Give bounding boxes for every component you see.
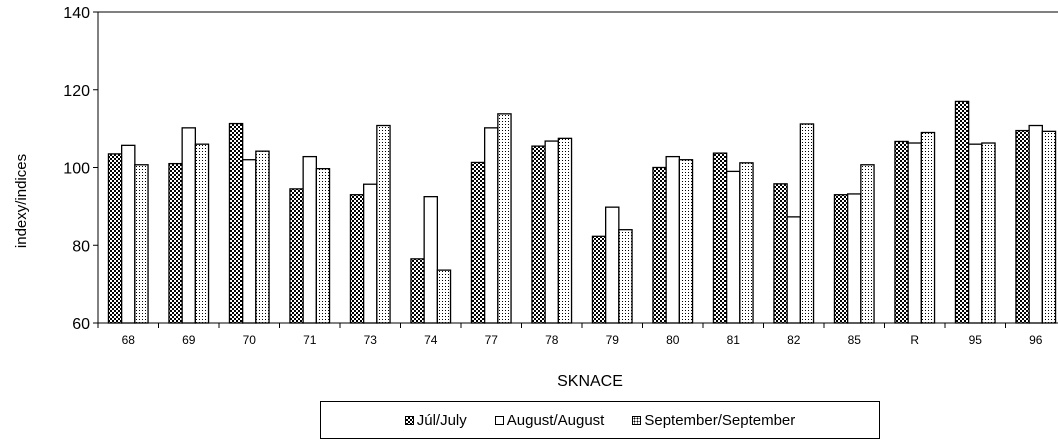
x-tick-label-81: 81	[727, 333, 741, 347]
bar-august-74	[423, 196, 438, 324]
x-tick-label-69: 69	[182, 333, 196, 347]
bar-july-R	[894, 140, 909, 324]
bar-august-68	[121, 144, 136, 324]
x-tick-label-68: 68	[122, 333, 136, 347]
bar-july-81	[712, 152, 728, 324]
x-tick-label-95: 95	[969, 333, 983, 347]
bar-july-71	[289, 188, 304, 324]
y-axis-label: indexy/indices	[13, 154, 30, 248]
x-tick-label-71: 71	[303, 333, 317, 347]
bar-august-70	[241, 159, 257, 324]
x-tick-label-82: 82	[787, 333, 801, 347]
bar-september-74	[436, 269, 452, 324]
bar-september-68	[134, 164, 149, 324]
y-tick-label-140: 140	[63, 5, 90, 22]
bar-august-95	[968, 143, 983, 324]
bar-july-80	[652, 166, 667, 324]
bar-september-85	[860, 164, 875, 324]
x-tick-label-85: 85	[848, 333, 862, 347]
y-tick-label-80: 80	[72, 238, 90, 255]
y-tick-label-120: 120	[63, 83, 90, 100]
bar-august-78	[544, 140, 560, 324]
bar-july-77	[470, 161, 486, 324]
bar-august-73	[362, 183, 378, 324]
bar-august-82	[786, 216, 802, 324]
bar-august-71	[302, 155, 317, 324]
legend-swatch-july	[404, 415, 414, 425]
bar-september-95	[981, 142, 996, 324]
x-axis-label: SKNACE	[557, 373, 623, 390]
bar-september-79	[618, 229, 633, 324]
bar-september-96	[1041, 130, 1057, 324]
bar-july-70	[228, 122, 244, 324]
bar-september-70	[255, 150, 270, 324]
bar-august-85	[847, 193, 862, 324]
bar-september-R	[920, 131, 936, 324]
x-tick-label-80: 80	[666, 333, 680, 347]
x-tick-label-70: 70	[243, 333, 257, 347]
bar-july-96	[1015, 129, 1030, 324]
bars	[107, 100, 1057, 324]
bar-july-73	[349, 194, 365, 324]
bar-august-77	[483, 127, 499, 324]
y-tick-label-100: 100	[63, 161, 90, 178]
legend-label-july: Júl/July	[416, 411, 467, 429]
bar-september-82	[799, 123, 815, 324]
bar-july-85	[833, 194, 849, 324]
bar-august-81	[726, 170, 741, 324]
legend-swatch-august	[494, 415, 504, 425]
legend-item-july: Júl/July	[404, 411, 467, 429]
bar-september-78	[557, 137, 573, 324]
bar-july-82	[773, 183, 788, 324]
bar-july-68	[107, 153, 123, 324]
bar-chart: 60 80 100 120 140 68 69 70 71 73 74 77 78 79 80 81 82 85 R…	[13, 5, 1058, 390]
bar-august-R	[907, 142, 923, 324]
bar-august-69	[181, 127, 196, 324]
bar-july-95	[954, 100, 970, 324]
x-tick-label-73: 73	[364, 333, 378, 347]
bar-august-80	[665, 155, 681, 324]
legend-swatch-september	[632, 415, 642, 425]
bar-august-79	[605, 206, 620, 324]
tick-labels: 60 80 100 120 140 68 69 70 71 73 74 77 78 79 80 81 82 85 R…	[63, 5, 1042, 347]
legend-label-august: August/August	[506, 411, 605, 429]
x-tick-label-79: 79	[606, 333, 620, 347]
y-tick-label-60: 60	[72, 316, 90, 333]
x-tick-label-74: 74	[424, 333, 438, 347]
bar-july-79	[591, 235, 607, 324]
bar-july-69	[168, 162, 183, 324]
bar-september-73	[376, 124, 391, 324]
x-tick-label-78: 78	[545, 333, 559, 347]
legend-label-september: September/September	[644, 411, 796, 429]
bar-july-74	[410, 258, 425, 324]
legend-item-september: September/September	[632, 412, 795, 429]
x-tick-label-96: 96	[1029, 333, 1043, 347]
x-tick-label-R: R	[910, 333, 919, 347]
legend-item-august: August/August	[494, 411, 605, 429]
bar-september-80	[678, 159, 694, 324]
bar-september-77	[497, 113, 512, 324]
bar-august-96	[1028, 124, 1044, 324]
bar-july-78	[531, 145, 546, 324]
bar-september-71	[315, 168, 331, 324]
bar-september-69	[194, 143, 210, 324]
legend: Júl/July August/August September/Septemb…	[320, 401, 880, 439]
x-tick-label-77: 77	[485, 333, 499, 347]
bar-september-81	[739, 162, 754, 324]
